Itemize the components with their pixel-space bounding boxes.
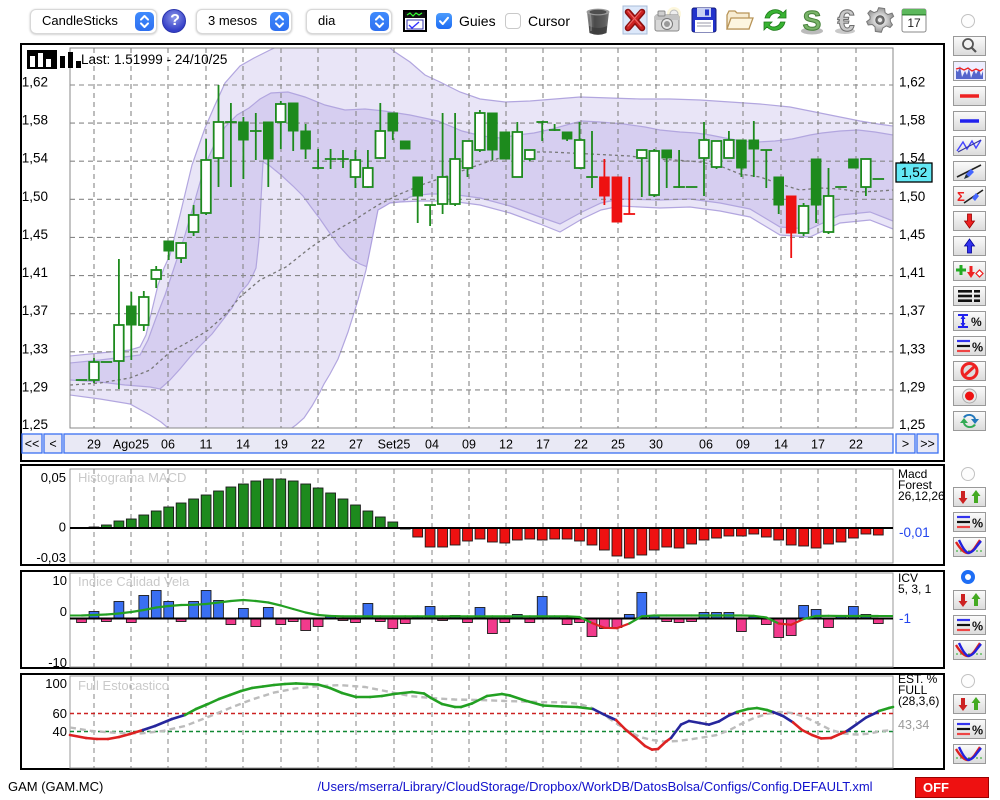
svg-text:1,37: 1,37: [899, 303, 925, 318]
svg-text:Full Estocastico: Full Estocastico: [78, 678, 169, 693]
svg-text:1,33: 1,33: [22, 341, 48, 356]
svg-text:%: %: [972, 341, 983, 355]
svg-text:%: %: [972, 620, 983, 634]
svg-text:%: %: [972, 724, 983, 738]
svg-text:0: 0: [59, 520, 66, 535]
svg-text:Last: 1.51999 - 24/10/25: Last: 1.51999 - 24/10/25: [81, 52, 227, 67]
svg-text:30: 30: [649, 438, 663, 452]
svg-text:>: >: [902, 437, 909, 451]
svg-text:1,50: 1,50: [899, 189, 925, 204]
svg-text:1,54: 1,54: [22, 151, 49, 166]
svg-text:Ago25: Ago25: [113, 438, 149, 452]
svg-text:<: <: [49, 437, 56, 451]
svg-text:22: 22: [574, 438, 588, 452]
svg-text:Macd: Macd: [898, 467, 927, 481]
svg-text:04: 04: [425, 438, 439, 452]
svg-text:11: 11: [200, 438, 213, 452]
svg-text:1,37: 1,37: [22, 303, 48, 318]
svg-text:ICV: ICV: [898, 571, 918, 585]
svg-text:29: 29: [87, 438, 101, 452]
svg-text:1,25: 1,25: [899, 417, 925, 432]
svg-text:1,50: 1,50: [22, 189, 48, 204]
svg-text:Set25: Set25: [378, 438, 411, 452]
svg-text:25: 25: [611, 438, 625, 452]
svg-text:>>: >>: [920, 437, 935, 451]
svg-text:%: %: [972, 517, 983, 531]
svg-text:09: 09: [736, 438, 750, 452]
svg-text:Forest: Forest: [898, 478, 933, 492]
svg-text:1,45: 1,45: [22, 227, 48, 242]
svg-text:12: 12: [499, 438, 513, 452]
svg-text:27: 27: [349, 438, 363, 452]
svg-text:S: S: [803, 5, 822, 36]
svg-text:17: 17: [907, 16, 921, 30]
svg-text:€: €: [837, 4, 854, 36]
svg-text:1,62: 1,62: [899, 75, 925, 90]
svg-text:60: 60: [53, 706, 67, 721]
svg-text:1,29: 1,29: [22, 379, 48, 394]
svg-text:1,29: 1,29: [899, 379, 925, 394]
svg-text:40: 40: [53, 724, 67, 739]
svg-text:1,58: 1,58: [22, 113, 48, 128]
svg-text:100: 100: [45, 676, 67, 691]
svg-text:5, 3, 1: 5, 3, 1: [898, 582, 932, 596]
svg-text:14: 14: [774, 438, 788, 452]
svg-text:EST. %: EST. %: [898, 673, 938, 686]
svg-text:1,54: 1,54: [899, 151, 926, 166]
svg-text:0: 0: [60, 604, 67, 619]
svg-text:1,45: 1,45: [899, 227, 925, 242]
svg-text:(28,3,6): (28,3,6): [898, 694, 939, 708]
svg-text:1,41: 1,41: [899, 265, 925, 280]
svg-text:Histograma MACD: Histograma MACD: [78, 470, 186, 485]
svg-text:FULL: FULL: [898, 683, 928, 697]
svg-text:22: 22: [849, 438, 863, 452]
svg-text:<<: <<: [25, 437, 40, 451]
svg-text:-10: -10: [48, 655, 67, 669]
svg-text:-0,03: -0,03: [36, 550, 66, 565]
svg-text:1,58: 1,58: [899, 113, 925, 128]
svg-text:%: %: [971, 315, 982, 329]
svg-text:1,41: 1,41: [22, 265, 48, 280]
svg-text:17: 17: [811, 438, 825, 452]
svg-text:1,62: 1,62: [22, 75, 48, 90]
svg-text:22: 22: [311, 438, 325, 452]
svg-text:26,12,26: 26,12,26: [898, 489, 943, 503]
svg-text:Σ: Σ: [957, 189, 965, 204]
svg-text:-0,01: -0,01: [899, 525, 930, 540]
svg-text:1,52: 1,52: [901, 165, 927, 180]
svg-text:1,33: 1,33: [899, 341, 925, 356]
svg-text:17: 17: [536, 438, 550, 452]
svg-text:19: 19: [274, 438, 288, 452]
svg-text:1,25: 1,25: [22, 417, 48, 432]
svg-text:Indice Calidad Vela: Indice Calidad Vela: [78, 574, 190, 589]
svg-text:0,05: 0,05: [41, 470, 66, 485]
svg-text:43,34: 43,34: [898, 718, 929, 732]
svg-text:06: 06: [699, 438, 713, 452]
svg-text:09: 09: [462, 438, 476, 452]
svg-text:06: 06: [161, 438, 175, 452]
svg-text:-1: -1: [899, 611, 911, 626]
svg-text:10: 10: [53, 573, 67, 588]
svg-text:14: 14: [236, 438, 250, 452]
